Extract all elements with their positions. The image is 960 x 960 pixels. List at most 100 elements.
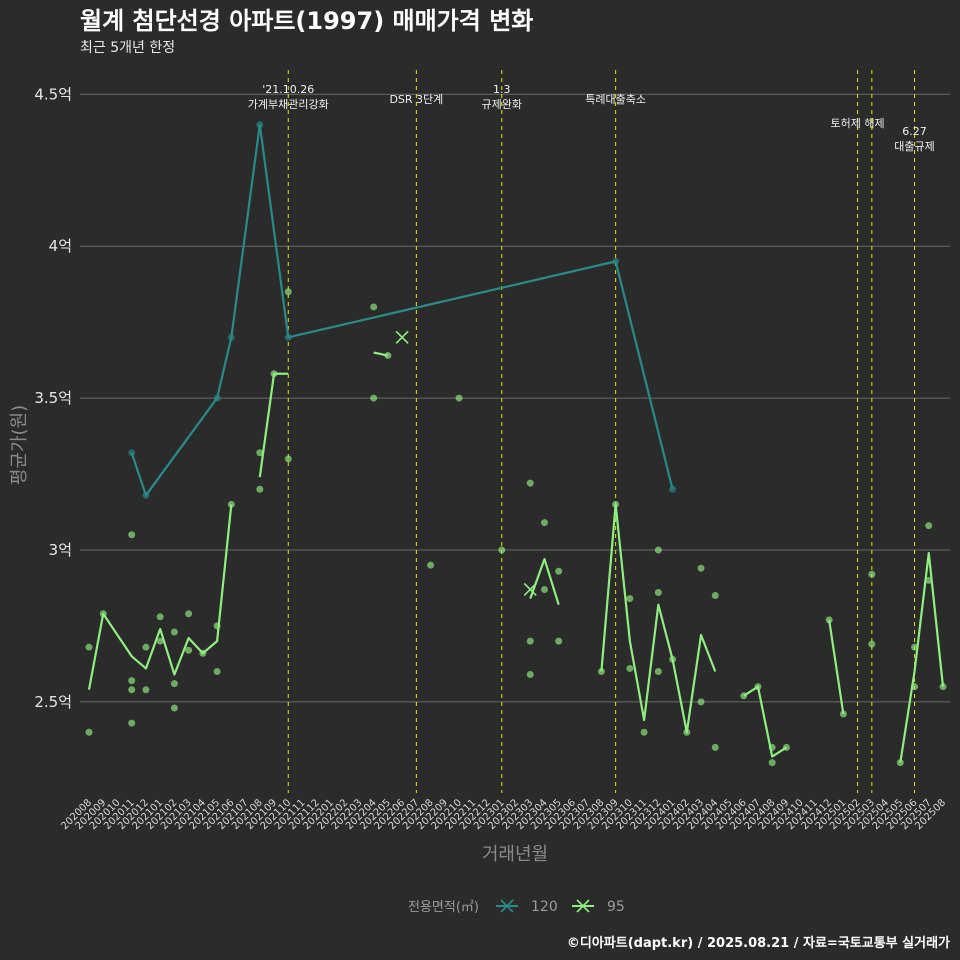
data-point xyxy=(782,743,790,751)
data-point xyxy=(284,288,292,296)
data-point xyxy=(626,664,634,672)
y-tick-label: 4억 xyxy=(49,237,72,255)
data-point xyxy=(128,719,136,727)
data-point xyxy=(256,485,264,493)
data-point xyxy=(284,333,292,341)
data-point xyxy=(256,449,264,457)
series-line-segment xyxy=(600,503,717,734)
data-point xyxy=(384,352,392,360)
legend-label: 120 xyxy=(531,899,558,915)
data-point xyxy=(555,637,563,645)
data-point xyxy=(654,546,662,554)
data-point xyxy=(768,759,776,767)
data-point xyxy=(85,728,93,736)
data-point xyxy=(939,683,947,691)
vline-annotation: DSR 3단계 xyxy=(389,93,443,106)
data-point xyxy=(128,449,136,457)
data-point xyxy=(427,561,435,569)
data-point xyxy=(270,370,278,378)
x-axis-label: 거래년월 xyxy=(482,844,548,865)
legend-key-cross xyxy=(576,899,590,913)
series-95 xyxy=(85,288,947,767)
data-point xyxy=(640,728,648,736)
vline-annotation: '21.10.26 xyxy=(262,83,314,96)
data-point xyxy=(128,686,136,694)
data-point xyxy=(170,680,178,688)
series-line-segment xyxy=(743,685,788,758)
data-point xyxy=(654,589,662,597)
cross-marker xyxy=(395,330,409,344)
data-point xyxy=(213,394,221,402)
data-point xyxy=(925,522,933,530)
data-point xyxy=(185,646,193,654)
data-point xyxy=(156,613,164,621)
y-tick-label: 3.5억 xyxy=(34,389,72,407)
y-tick-labels: 2.5억 3억 3.5억 4억 4.5억 xyxy=(34,85,72,711)
legend: 전용면적(㎡) 120 95 xyxy=(408,899,625,915)
legend-key-cross xyxy=(500,899,514,913)
data-point xyxy=(868,640,876,648)
data-point xyxy=(370,394,378,402)
series-120 xyxy=(128,121,677,499)
data-point xyxy=(626,595,634,603)
x-tick-labels: 2020082020092020102020112020122021012021… xyxy=(59,797,948,832)
data-point xyxy=(526,637,534,645)
data-point xyxy=(170,628,178,636)
series-line-segment xyxy=(87,504,233,690)
data-point xyxy=(711,743,719,751)
data-point xyxy=(142,643,150,651)
data-point xyxy=(669,485,677,493)
vline-annotation: 대출규제 xyxy=(894,140,934,153)
data-point xyxy=(526,479,534,487)
data-point xyxy=(754,683,762,691)
data-point xyxy=(925,576,933,584)
legend-label: 95 xyxy=(607,899,625,915)
chart-title: 월계 첨단선경 아파트(1997) 매매가격 변화 xyxy=(80,7,533,35)
legend-title: 전용면적(㎡) xyxy=(408,900,479,915)
data-point xyxy=(683,728,691,736)
data-point xyxy=(540,519,548,527)
data-point xyxy=(227,500,235,508)
data-point xyxy=(142,491,150,499)
vline-annotation: 1.3 xyxy=(493,83,511,96)
data-point xyxy=(597,667,605,675)
data-point xyxy=(669,655,677,663)
cross-marker xyxy=(523,582,537,597)
data-point xyxy=(185,610,193,618)
data-point xyxy=(128,531,136,539)
data-point xyxy=(526,671,534,679)
data-point xyxy=(697,698,705,706)
data-point xyxy=(455,394,463,402)
data-point xyxy=(128,677,136,685)
series-line-segment xyxy=(258,372,289,478)
y-axis-label: 평균가(원) xyxy=(9,405,30,485)
data-point xyxy=(213,622,221,630)
series-line-segment xyxy=(899,551,945,763)
data-point xyxy=(825,616,833,624)
policy-vlines: '21.10.26 가계부채관리강화 DSR 3단계 1.3 규제완화 특례대출축소토허제… xyxy=(248,70,935,793)
data-point xyxy=(911,643,919,651)
vline-annotation: 6.27 xyxy=(902,125,927,138)
data-point xyxy=(284,455,292,463)
data-point xyxy=(199,649,207,657)
y-tick-label: 4.5억 xyxy=(34,85,72,103)
data-point xyxy=(99,610,107,618)
data-point xyxy=(156,637,164,645)
y-tick-label: 3억 xyxy=(49,541,72,559)
data-point xyxy=(868,570,876,578)
data-point xyxy=(911,683,919,691)
data-point xyxy=(839,710,847,718)
data-point xyxy=(85,643,93,651)
data-point xyxy=(555,567,563,575)
data-point xyxy=(227,333,235,341)
vline-annotation: 규제완화 xyxy=(482,98,522,111)
data-point xyxy=(654,667,662,675)
chart-caption: ©디아파트(dapt.kr) / 2025.08.21 / 자료=국토교통부 실… xyxy=(567,935,950,951)
vline-annotation: 특례대출축소 xyxy=(585,93,646,106)
data-point xyxy=(697,564,705,572)
data-point xyxy=(740,692,748,700)
data-point xyxy=(498,546,506,554)
series-layer xyxy=(85,121,947,767)
series-line-segment xyxy=(130,123,674,497)
